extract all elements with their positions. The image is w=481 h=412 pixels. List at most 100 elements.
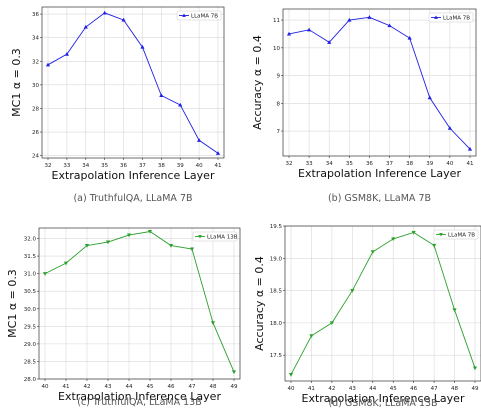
x-tick-label: 49 — [472, 386, 479, 392]
data-point — [231, 370, 237, 375]
x-tick-label: 38 — [406, 161, 413, 167]
series-line — [44, 231, 235, 373]
y-tick-label: 18.0 — [270, 321, 283, 327]
x-tick-label: 40 — [42, 384, 49, 390]
y-tick-label: 18.5 — [270, 289, 283, 295]
data-point — [215, 151, 221, 155]
data-point — [147, 229, 153, 234]
data-point — [427, 95, 432, 100]
y-tick-label: 24 — [32, 154, 39, 160]
data-point — [432, 243, 437, 248]
x-tick-label: 43 — [349, 386, 356, 392]
y-tick-label: 28.0 — [24, 377, 37, 383]
x-tick-label: 44 — [126, 384, 133, 390]
y-axis-label: Accuracy α = 0.4 — [251, 35, 264, 130]
data-point — [64, 51, 69, 56]
x-tick-label: 36 — [120, 163, 127, 169]
legend-box — [428, 12, 474, 23]
panel-caption: (a) TruthfulQA, LLaMA 7B — [73, 193, 192, 204]
legend-marker — [434, 15, 438, 19]
x-tick-label: 46 — [410, 386, 417, 392]
legend-box — [176, 10, 222, 21]
chart-panel-1: 32 33 34 35 36 37 38 39 40 4124262830323436Extrap… — [10, 6, 225, 204]
y-tick-label: 31.0 — [24, 272, 37, 278]
x-tick-label: 47 — [189, 384, 196, 390]
x-axis-label: Extrapolation Inference Layer — [52, 169, 215, 182]
data-point — [367, 15, 372, 19]
data-point — [63, 261, 69, 266]
x-tick-label: 35 — [101, 163, 108, 169]
y-tick-label: 7 — [277, 129, 281, 135]
data-point — [472, 366, 478, 371]
x-tick-label: 41 — [467, 161, 474, 167]
y-tick-label: 29.0 — [24, 342, 37, 348]
y-tick-label: 26 — [32, 130, 39, 136]
legend-label: LLaMA 7B — [443, 16, 470, 22]
x-tick-label: 37 — [139, 163, 146, 169]
x-tick-label: 39 — [177, 163, 184, 169]
y-tick-label: 28.5 — [24, 359, 37, 365]
data-point — [307, 27, 312, 32]
panel-caption: (c) TruthfulQA, LLaMA 13B — [77, 397, 201, 408]
y-tick-label: 17.5 — [270, 353, 283, 359]
x-tick-label: 41 — [63, 384, 70, 390]
series-line — [290, 231, 476, 375]
y-tick-label: 28 — [32, 106, 39, 112]
plot-frame — [38, 227, 241, 380]
legend-marker — [439, 233, 443, 237]
data-point — [126, 233, 132, 238]
x-tick-label: 40 — [288, 386, 295, 392]
plot-frame — [282, 8, 477, 157]
data-point — [168, 244, 174, 248]
data-point — [329, 321, 334, 326]
chart-panel-4: 40 41 42 43 44 45 46 47 48 49 17.5 18.0 18.5 19.0 19.5… — [253, 224, 481, 409]
x-tick-label: 48 — [210, 384, 217, 390]
x-tick-label: 44 — [369, 386, 376, 392]
x-tick-label: 40 — [196, 163, 203, 169]
data-point — [370, 250, 375, 255]
y-tick-label: 9 — [277, 74, 281, 80]
data-point — [387, 23, 392, 28]
x-tick-label: 40 — [446, 161, 453, 167]
x-axis-label: Extrapolation Inference Layer — [302, 392, 465, 405]
x-axis-label: Extrapolation Inference Layer — [298, 167, 461, 180]
x-tick-label: 38 — [158, 163, 165, 169]
y-tick-label: 31.5 — [24, 254, 37, 260]
x-tick-label: 35 — [346, 161, 353, 167]
x-tick-label: 48 — [451, 386, 458, 392]
data-point — [159, 93, 164, 98]
x-tick-label: 46 — [168, 384, 175, 390]
x-tick-label: 33 — [63, 163, 70, 169]
data-point — [102, 10, 107, 15]
data-point — [347, 17, 352, 22]
legend-label: LLaMA 7B — [191, 14, 218, 20]
data-point — [178, 102, 183, 107]
panel-caption: (b) GSM8K, LLaMA 7B — [328, 193, 431, 204]
data-point — [45, 62, 51, 67]
y-tick-label: 10 — [273, 46, 280, 52]
x-tick-label: 39 — [426, 161, 433, 167]
x-tick-label: 45 — [390, 386, 397, 392]
x-tick-label: 42 — [84, 384, 91, 390]
data-point — [140, 44, 145, 49]
data-point — [288, 373, 294, 377]
data-point — [197, 138, 202, 142]
x-tick-label: 41 — [215, 163, 222, 169]
data-point — [42, 272, 48, 276]
x-tick-label: 49 — [231, 384, 238, 390]
data-point — [189, 247, 195, 252]
x-tick-label: 33 — [306, 161, 313, 167]
y-tick-label: 19.5 — [270, 224, 283, 230]
chart-panel-2: 32 33 34 35 36 37 38 39 40 41 7 8 9 10 11 Extrapolation… — [251, 8, 477, 204]
y-tick-label: 30.5 — [24, 289, 37, 295]
data-point — [121, 17, 126, 22]
data-point — [447, 126, 452, 130]
x-tick-label: 43 — [105, 384, 112, 390]
legend-label: LLaMA 7B — [448, 233, 475, 239]
legend-marker — [198, 235, 202, 239]
series-line — [288, 16, 471, 150]
y-tick-label: 32.0 — [24, 237, 37, 243]
legend-box — [192, 231, 238, 242]
y-tick-label: 36 — [32, 12, 39, 18]
